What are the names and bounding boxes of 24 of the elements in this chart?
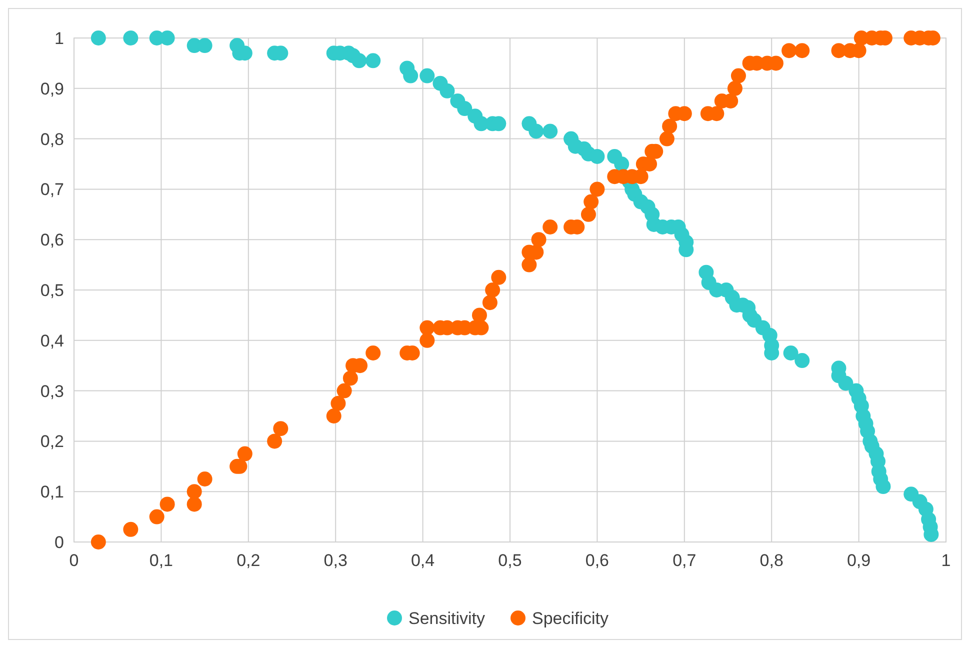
y-tick-label: 0,4 xyxy=(40,331,64,350)
x-tick-label: 0,4 xyxy=(410,551,435,570)
x-tick-label: 1 xyxy=(941,551,951,570)
y-tick-label: 0 xyxy=(54,532,64,552)
x-tick-label: 0,6 xyxy=(585,551,610,570)
x-tick-label: 0,2 xyxy=(236,551,260,570)
y-tick-label: 1 xyxy=(54,28,64,48)
x-tick-label: 0,3 xyxy=(324,551,348,570)
x-tick-label: 0 xyxy=(69,551,79,570)
y-tick-label: 0,3 xyxy=(40,382,64,401)
x-tick-label: 0,7 xyxy=(672,551,696,570)
y-tick-label: 0,1 xyxy=(40,482,64,502)
y-tick-label: 0,6 xyxy=(40,230,64,250)
legend-label: Sensitivity xyxy=(408,608,486,628)
x-tick-label: 0,5 xyxy=(498,551,522,570)
y-tick-label: 0,8 xyxy=(40,130,64,149)
x-tick-label: 0,1 xyxy=(149,551,174,570)
y-tick-label: 0,7 xyxy=(40,180,64,200)
x-tick-label: 0,8 xyxy=(760,551,784,570)
y-tick-label: 0,9 xyxy=(40,79,64,98)
y-tick-label: 0,5 xyxy=(40,280,64,300)
x-tick-label: 0,9 xyxy=(846,551,871,570)
legend-label: Specificity xyxy=(532,608,610,628)
y-tick-label: 0,2 xyxy=(40,432,64,452)
